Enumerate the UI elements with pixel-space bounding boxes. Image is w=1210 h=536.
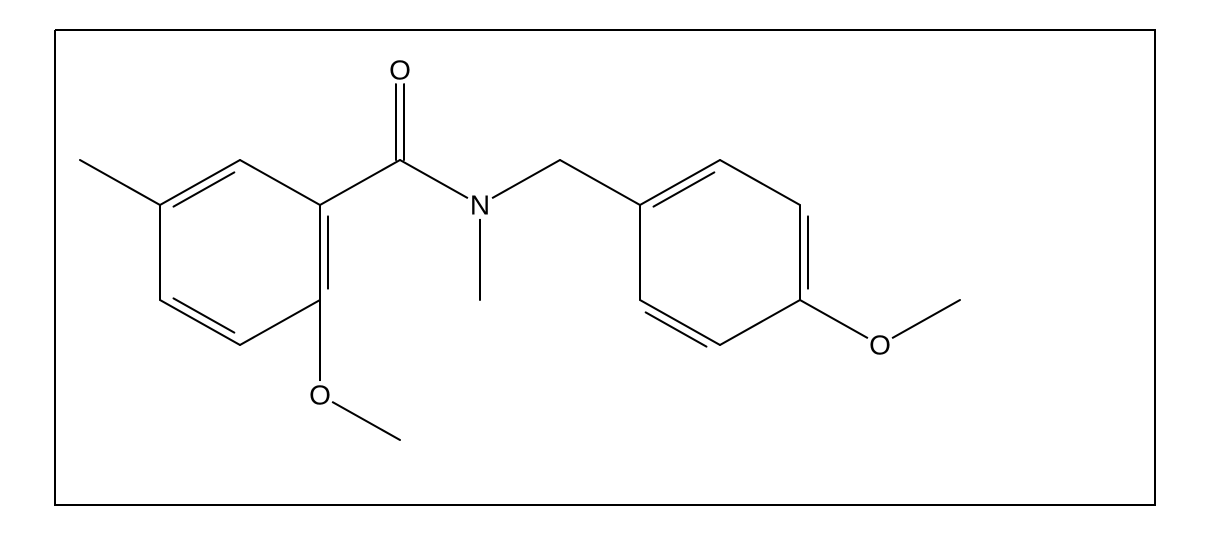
bond — [640, 300, 720, 345]
bond — [332, 402, 400, 440]
bond — [640, 160, 720, 205]
bond — [174, 172, 235, 206]
chemical-structure-svg: O O N O — [0, 0, 1210, 536]
atom-label: O — [309, 380, 331, 411]
frame — [55, 30, 1155, 505]
bond — [80, 160, 160, 205]
atom-label: N — [470, 190, 490, 221]
bond — [720, 160, 800, 205]
bond — [800, 300, 868, 338]
bond — [174, 298, 235, 332]
bond — [240, 300, 320, 345]
bond — [400, 160, 468, 198]
bond — [892, 300, 960, 338]
bond — [320, 160, 400, 205]
bond — [654, 172, 715, 206]
bond — [160, 160, 240, 205]
bond — [240, 160, 320, 205]
bond — [160, 300, 240, 345]
bond — [720, 300, 800, 345]
bond — [560, 160, 640, 205]
bond — [492, 160, 560, 198]
atom-label: O — [869, 330, 891, 361]
bond — [646, 312, 707, 346]
atom-label: O — [389, 55, 411, 86]
